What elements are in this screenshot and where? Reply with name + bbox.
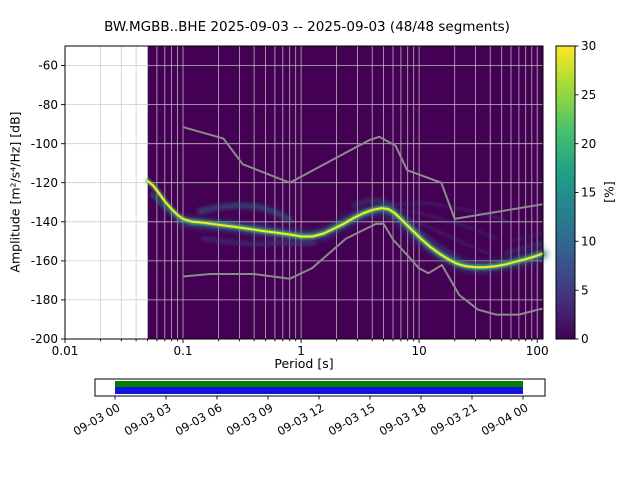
long-period-fuzz-1 xyxy=(504,241,545,255)
colorbar-tick-label: 20 xyxy=(581,137,596,151)
colorbar-tick-label: 15 xyxy=(581,186,596,200)
colorbar: 0 5 10 15 20 25 30 xyxy=(555,39,596,346)
fan-streak-1 xyxy=(387,201,508,223)
y-tick-labels: -60 -80 -100 -120 -140 -160 -180 -200 xyxy=(31,59,58,347)
axes-frame xyxy=(64,45,544,340)
timeline-tick-label: 09-03 00 xyxy=(71,400,123,438)
y-tick-label: -120 xyxy=(31,176,58,190)
short-period-blob-lower xyxy=(201,235,317,247)
timeline-used-segments xyxy=(115,381,523,387)
timeline-tick-label: 09-03 12 xyxy=(275,400,327,438)
timeline-tick-label: 09-03 15 xyxy=(326,400,378,438)
y-tick-label: -140 xyxy=(31,215,58,229)
timeline: 09-03 00 09-03 03 09-03 06 09-03 09 09-03 12… xyxy=(71,378,546,438)
axis-ticks xyxy=(61,65,538,343)
y-tick-label: -200 xyxy=(31,332,58,346)
y-tick-label: -160 xyxy=(31,254,58,268)
y-tick-label: -180 xyxy=(31,293,58,307)
noise-model-lines xyxy=(182,126,544,316)
x-tick-label: 10 xyxy=(411,344,426,358)
timeline-tick-label: 09-03 18 xyxy=(377,400,429,438)
long-period-fuzz-2 xyxy=(509,232,545,243)
timeline-data-coverage xyxy=(115,387,523,394)
x-tick-label: 1 xyxy=(297,344,305,358)
histogram xyxy=(147,46,543,339)
colorbar-tick-label: 0 xyxy=(581,332,589,346)
timeline-tick-label: 09-04 00 xyxy=(479,400,531,438)
timeline-tick-label: 09-03 21 xyxy=(428,400,480,438)
colorbar-tick-label: 5 xyxy=(581,283,589,297)
nlnm-line xyxy=(182,222,544,316)
timeline-tick-label: 09-03 06 xyxy=(173,400,225,438)
nhnm-line xyxy=(182,126,544,220)
fan-streak-3 xyxy=(391,210,492,256)
x-axis-label: Period [s] xyxy=(274,356,334,371)
colorbar-tick-label: 30 xyxy=(581,39,596,53)
colorbar-gradient xyxy=(555,45,576,340)
colorbar-tick-label: 10 xyxy=(581,235,596,249)
y-tick-label: -100 xyxy=(31,137,58,151)
fan-streak-2 xyxy=(387,206,498,240)
psd-mode-line xyxy=(146,179,544,269)
y-axis-label: Amplitude [m²/s⁴/Hz] [dB] xyxy=(7,111,23,273)
timeline-tick-label: 09-03 03 xyxy=(122,400,174,438)
x-tick-label: 100 xyxy=(526,344,549,358)
plot-title: BW.MGBB..BHE 2025-09-03 -- 2025-09-03 (4… xyxy=(104,19,510,35)
x-tick-label: 0.01 xyxy=(52,344,79,358)
x-tick-labels: 0.01 0.1 1 10 100 xyxy=(52,344,549,358)
x-tick-label: 0.1 xyxy=(173,344,192,358)
y-tick-label: -80 xyxy=(38,98,58,112)
colorbar-label: [%] xyxy=(601,181,617,203)
short-period-blob-upper xyxy=(197,202,293,223)
histogram-background xyxy=(147,46,543,339)
y-tick-label: -60 xyxy=(38,59,58,73)
colorbar-tick-label: 25 xyxy=(581,88,596,102)
timeline-tick-label: 09-03 09 xyxy=(224,400,276,438)
